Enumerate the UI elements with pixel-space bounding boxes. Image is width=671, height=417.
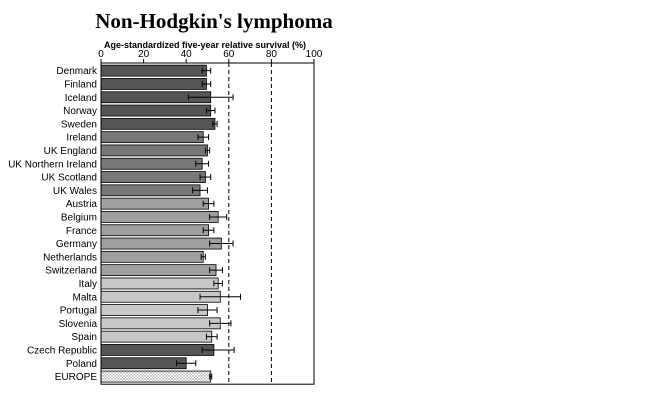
category-label: UK Northern Ireland xyxy=(8,159,97,170)
category-label: Switzerland xyxy=(45,266,97,277)
bar xyxy=(100,330,213,343)
category-label: Belgium xyxy=(61,212,97,223)
category-label: Sweden xyxy=(61,119,97,130)
x-tick-label: 0 xyxy=(98,49,104,60)
category-labels: Denmark Finland Iceland Norway Sweden Ireland… xyxy=(8,66,98,383)
x-tick-label: 40 xyxy=(181,49,193,60)
bar xyxy=(100,264,217,277)
category-label: Iceland xyxy=(65,93,97,104)
bar xyxy=(100,171,206,183)
category-label: Malta xyxy=(73,292,98,303)
bar xyxy=(100,144,208,157)
bar xyxy=(100,211,219,223)
bar xyxy=(100,184,201,197)
x-axis-title: Age-standardized five-year relative surv… xyxy=(104,40,306,50)
bar xyxy=(100,64,207,77)
bars-group xyxy=(100,64,222,383)
bar xyxy=(100,317,221,330)
bar xyxy=(100,224,209,237)
bar xyxy=(100,237,222,250)
category-label: Germany xyxy=(56,239,97,250)
x-tick-label: 60 xyxy=(223,49,235,60)
bar xyxy=(100,370,212,383)
bar xyxy=(100,250,204,263)
error-bars-group xyxy=(176,67,242,380)
bar xyxy=(100,357,187,370)
category-label: Spain xyxy=(71,332,97,343)
x-tick-label: 100 xyxy=(306,49,323,60)
bar xyxy=(100,131,204,144)
plot-frame xyxy=(100,62,315,385)
bar xyxy=(100,304,208,316)
category-label: Poland xyxy=(66,359,97,370)
category-label: Netherlands xyxy=(43,252,97,263)
category-label: Finland xyxy=(64,79,97,90)
category-label: Slovenia xyxy=(59,319,98,330)
category-label: EUROPE xyxy=(55,372,98,383)
category-label: Czech Republic xyxy=(27,345,97,356)
x-tick-label: 20 xyxy=(138,49,150,60)
x-tick-label: 80 xyxy=(266,49,278,60)
bar xyxy=(100,117,216,130)
category-label: Austria xyxy=(66,199,98,210)
category-label: Ireland xyxy=(66,133,97,144)
bar xyxy=(100,197,209,210)
x-axis-ticks: 0 20 40 60 80 100 xyxy=(98,49,323,63)
category-label: Denmark xyxy=(56,66,98,77)
reference-lines xyxy=(228,63,272,385)
category-label: Italy xyxy=(79,279,97,290)
category-label: Norway xyxy=(63,106,97,117)
category-label: UK Scotland xyxy=(41,173,97,184)
category-label: UK England xyxy=(44,146,97,157)
category-label: Portugal xyxy=(60,306,97,317)
bar xyxy=(100,277,219,290)
category-label: France xyxy=(66,226,98,237)
bar xyxy=(100,344,215,356)
bar xyxy=(100,157,203,170)
chart-title: Non-Hodgkin's lymphoma xyxy=(95,9,333,33)
bar xyxy=(100,104,212,117)
bar xyxy=(100,78,207,90)
category-label: UK Wales xyxy=(53,186,97,197)
